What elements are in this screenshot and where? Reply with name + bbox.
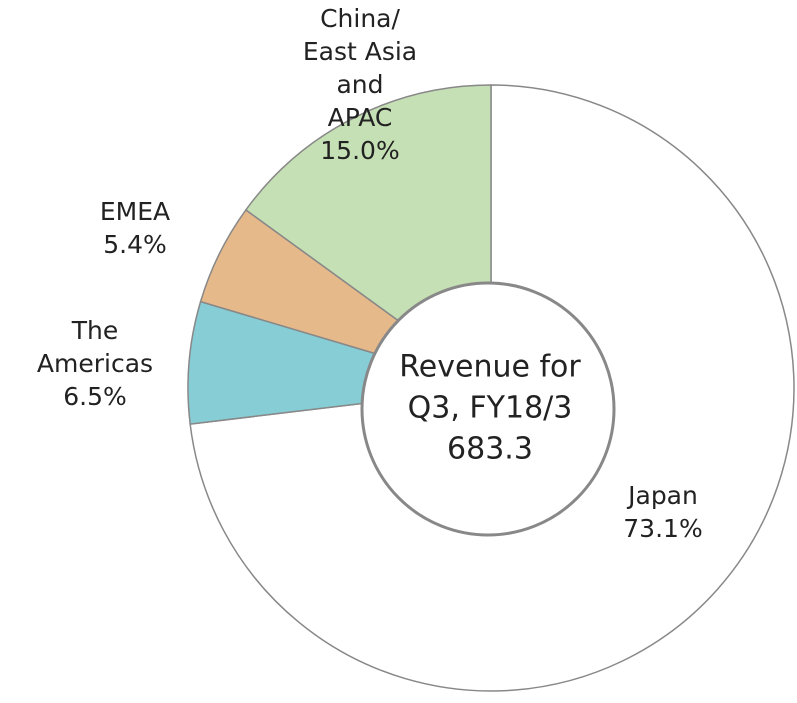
slice-label: Japan [626, 481, 698, 510]
slice-label: China/East Asia and APAC [303, 4, 417, 132]
value-label: 15.0% [320, 136, 399, 165]
value-label: 5.4% [103, 230, 167, 259]
value-label: 73.1% [623, 514, 702, 543]
center-label: 683.3 [447, 432, 533, 467]
center-label: Revenue for [399, 350, 581, 385]
donut-hole [360, 281, 616, 537]
slice-label: The Americas [37, 316, 153, 378]
center-label: Q3, FY18/3 [408, 391, 573, 426]
slice-label: EMEA [100, 197, 170, 226]
value-label: 6.5% [63, 382, 127, 411]
